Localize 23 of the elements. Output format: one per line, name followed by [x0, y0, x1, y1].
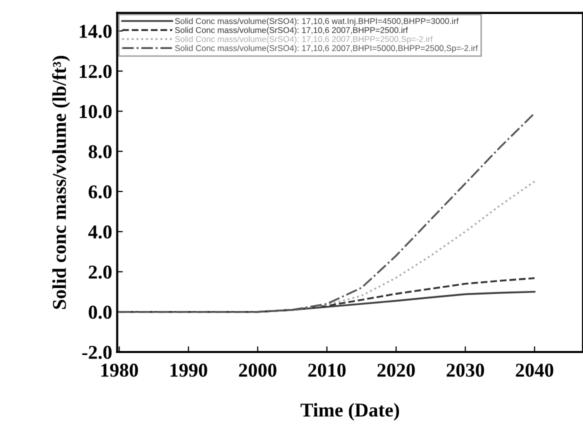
x-tick-label: 1990 — [170, 364, 208, 377]
y-tick-label: 6.0 — [88, 185, 112, 198]
y-tick-label: 14.0 — [80, 24, 112, 38]
x-tick-label: 1980 — [101, 364, 138, 377]
text: Solid Conc mass/volume(SrSO4): 17,10,6 2007,BHPP=2500.irf — [175, 26, 408, 35]
y-tick-label: 12.0 — [80, 64, 112, 78]
y-tick-label: 8.0 — [88, 145, 112, 158]
y-tick-label: 4.0 — [88, 225, 112, 239]
y-axis-title: Solid conc mass/volume (lb/ft³) — [52, 56, 70, 309]
text: Solid Conc mass/volume(SrSO4): 17,10,6 2007,BHPI=5000,BHPP=2500,Sp=-2.irf — [175, 44, 478, 53]
y-tick-label: -2.0 — [82, 346, 112, 360]
x-tick-label: 2000 — [239, 364, 276, 377]
y-tick-label: 2.0 — [88, 266, 112, 279]
x-axis-title: Time (Date) — [300, 402, 400, 421]
y-tick-label: 0.0 — [88, 306, 112, 319]
x-tick-label: 2030 — [446, 364, 484, 377]
y-tick-label: 10.0 — [80, 105, 112, 118]
text: Solid Conc mass/volume(SrSO4): 17,10,6 2007,BHPP=2500,Sp=-2.irf — [175, 36, 433, 44]
x-tick-label: 2010 — [308, 364, 346, 377]
line-series — [118, 112, 536, 313]
text: Solid Conc mass/volume(SrSO4): 17,10,6 wat.Inj.BHPI=4500,BHPP=3000.irf — [175, 18, 459, 26]
x-tick-label: 2040 — [516, 364, 554, 377]
x-tick-label: 2020 — [377, 364, 415, 377]
